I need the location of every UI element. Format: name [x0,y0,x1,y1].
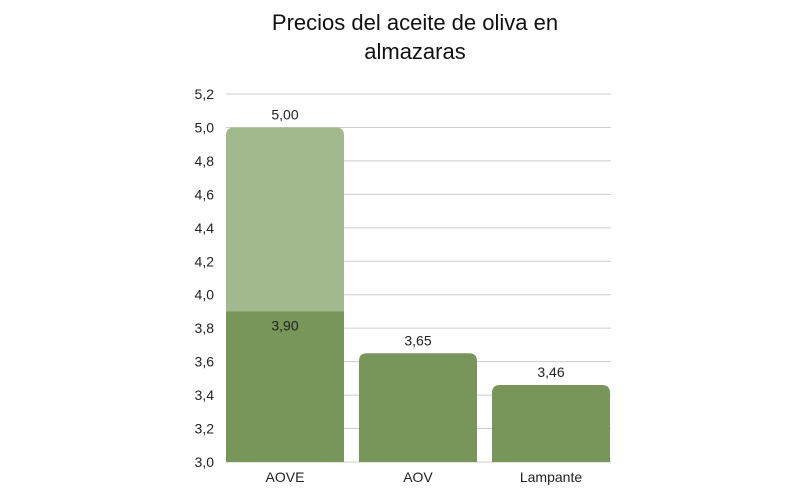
data-label: 5,00 [271,106,298,122]
y-tick-label: 4,8 [195,153,215,169]
y-tick-label: 3,4 [195,387,215,403]
y-tick-label: 3,6 [195,354,215,370]
y-tick-label: 4,4 [195,220,215,236]
data-labels: 5,00 3,90 3,65 3,46 [271,106,564,380]
bar-aove-upper [226,127,344,312]
x-axis-category-labels: AOVE AOV Lampante [266,469,583,485]
y-tick-label: 3,0 [195,454,215,470]
x-category-label: Lampante [520,469,582,485]
y-tick-label: 5,0 [195,119,215,135]
x-category-label: AOVE [266,469,305,485]
y-tick-label: 3,2 [195,421,215,437]
chart-title-line-1: Precios del aceite de oliva en [271,10,559,35]
y-tick-label: 4,2 [195,253,215,269]
data-label: 3,46 [537,364,564,380]
bar-aove [226,311,344,462]
bar-aov [359,353,477,462]
x-category-label: AOV [403,469,433,485]
chart-title-line-2: almazaras [364,39,466,64]
bar-lampante [492,385,610,462]
y-tick-label: 4,6 [195,186,215,202]
y-axis-tick-labels: 3,0 3,2 3,4 3,6 3,8 4,0 4,2 4,4 4,6 4,8 5,0 5,2 [195,86,215,470]
y-tick-label: 3,8 [195,320,215,336]
data-label: 3,90 [271,317,298,333]
bars [226,127,610,462]
y-tick-label: 5,2 [195,86,215,102]
y-tick-label: 4,0 [195,287,215,303]
data-label: 3,65 [404,332,431,348]
chart-title: Precios del aceite de oliva en almazaras [0,8,800,66]
